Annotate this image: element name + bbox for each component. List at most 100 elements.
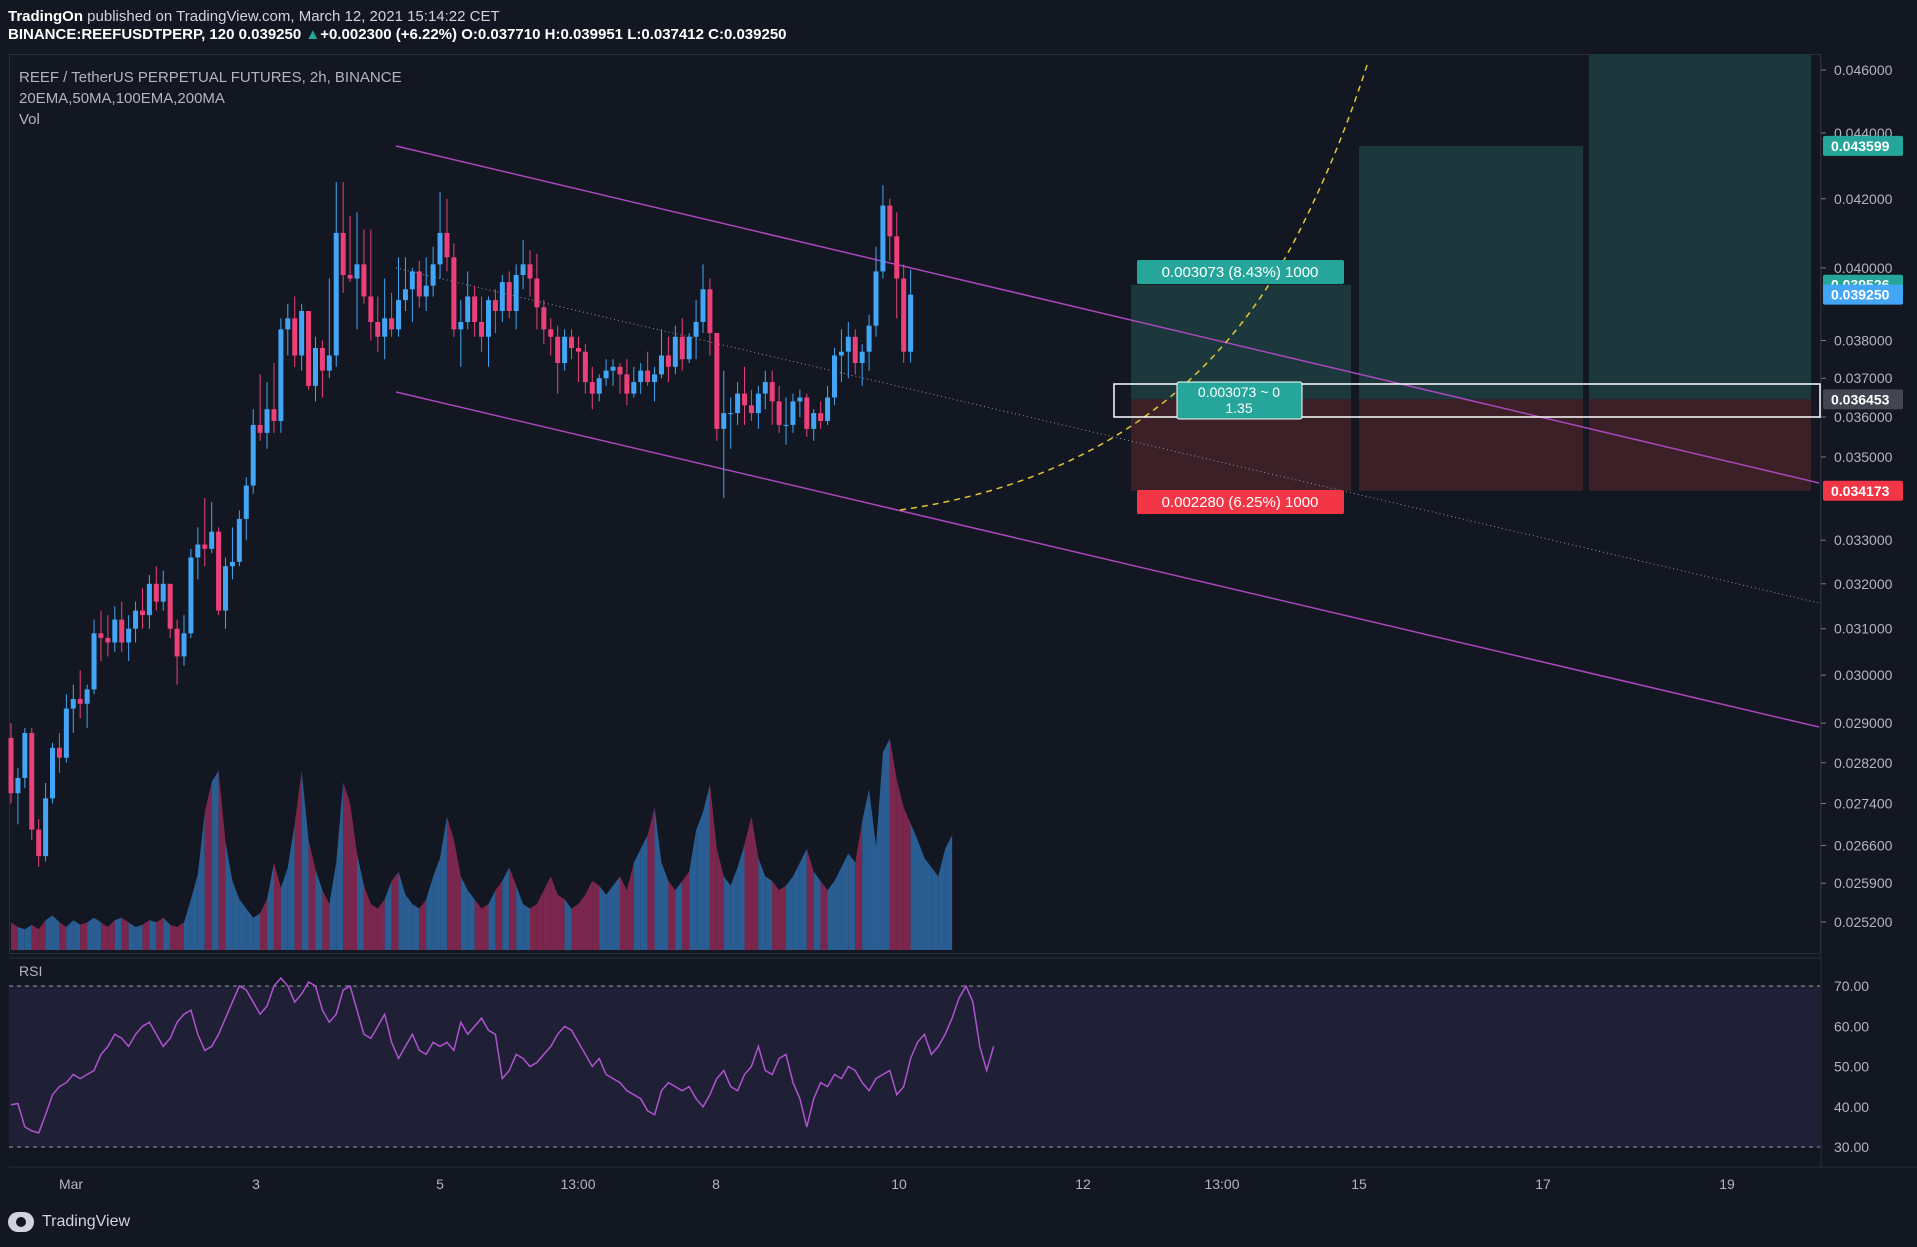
- volume-segment: [751, 816, 759, 950]
- candle-body: [866, 325, 872, 352]
- volume-segment: [246, 908, 254, 950]
- rsi-tick-label: 30.00: [1834, 1139, 1869, 1155]
- volume-segment: [730, 867, 738, 950]
- price-axis[interactable]: 0.0460000.0440000.0420000.0400000.038000…: [1821, 62, 1893, 930]
- position-zones[interactable]: [1131, 54, 1811, 491]
- volume-segment: [820, 881, 828, 950]
- volume-segment: [218, 770, 226, 950]
- volume-segment: [675, 881, 683, 950]
- time-axis[interactable]: Mar 3 5 13:00 8 10 12 13:00 15 17 19: [59, 1176, 1735, 1192]
- candle-body: [375, 321, 381, 337]
- candle-body: [257, 424, 263, 433]
- volume-segment: [758, 858, 766, 950]
- rsi-band: [9, 986, 1820, 1147]
- candle-body: [589, 382, 595, 394]
- footer-brand: TradingView: [8, 1212, 130, 1232]
- symbol-name: BINANCE:REEFUSDTPERP, 120: [8, 26, 235, 43]
- volume-segment: [481, 904, 489, 950]
- price-tick-label: 0.040000: [1834, 260, 1893, 276]
- price-tick-label: 0.028200: [1834, 755, 1893, 771]
- volume-segment: [391, 871, 399, 950]
- candle-body: [77, 698, 83, 704]
- legend-volume: Vol: [19, 111, 40, 128]
- volume-segment: [599, 885, 607, 950]
- price-tick-label: 0.032000: [1834, 576, 1893, 592]
- candle-body: [43, 798, 49, 857]
- projection-curve: [899, 61, 1369, 511]
- rsi-tick-label: 60.00: [1834, 1018, 1869, 1034]
- candle-body: [361, 264, 367, 297]
- volume-segment: [578, 894, 586, 950]
- candle-body: [825, 397, 831, 421]
- volume-segment: [177, 922, 184, 950]
- volume-segment: [903, 807, 911, 950]
- volume-segment: [668, 881, 676, 950]
- volume-segment: [440, 816, 447, 950]
- position-labels[interactable]: 0.003073 (8.43%) 1000 0.002280 (6.25%) 1…: [1113, 260, 1821, 514]
- candle-body: [548, 329, 554, 337]
- volume-segment: [190, 874, 198, 950]
- candle-body: [285, 318, 291, 330]
- volume-segment: [405, 894, 413, 950]
- volume-segment: [613, 876, 620, 950]
- volume-segment: [862, 789, 870, 950]
- volume-segment: [294, 770, 302, 950]
- publish-line: TradingOn published on TradingView.com, …: [8, 8, 787, 26]
- volume-segment: [232, 881, 240, 950]
- candle-body: [133, 610, 139, 629]
- volume-segment: [225, 841, 233, 950]
- volume-segment: [357, 853, 364, 950]
- price-tag-box: [1823, 284, 1903, 305]
- entry-box[interactable]: [1113, 383, 1821, 418]
- volume-segment: [301, 770, 309, 950]
- volume-segment: [502, 867, 510, 950]
- candle-body: [112, 619, 118, 643]
- candle-body: [534, 278, 540, 308]
- volume-segment: [924, 858, 932, 950]
- volume-segment: [59, 922, 67, 950]
- price-tag-box: [1823, 480, 1903, 501]
- candle-body: [679, 336, 685, 360]
- volume-segment: [516, 885, 524, 950]
- candle-body: [845, 336, 851, 352]
- price-tag-label: 0.039250: [1831, 287, 1890, 303]
- low-value: 0.037412: [641, 26, 704, 43]
- stop-zone-3: [1589, 399, 1811, 491]
- published-text: published on TradingView.com, March 12, …: [87, 8, 500, 25]
- volume-segment: [876, 752, 883, 950]
- candle-body: [402, 289, 408, 301]
- price-tick-label: 0.037000: [1834, 370, 1893, 386]
- open-label: O:: [461, 26, 478, 43]
- candle-body: [852, 336, 858, 364]
- candle-body: [721, 413, 727, 429]
- stop-zone-2: [1359, 399, 1583, 491]
- candle-body: [700, 289, 706, 322]
- volume-segment: [446, 816, 454, 950]
- rsi-pane: [9, 976, 1820, 1148]
- volume-segment: [571, 904, 579, 950]
- rsi-tick-label: 50.00: [1834, 1059, 1869, 1075]
- volume-segment: [889, 738, 897, 950]
- volume-segment: [896, 779, 904, 950]
- candle-body: [292, 318, 298, 356]
- volume-segment: [17, 927, 25, 950]
- volume-segment: [73, 920, 81, 950]
- candle-body: [396, 300, 402, 330]
- candle-body: [831, 355, 837, 398]
- candle-body: [873, 271, 879, 326]
- volume-segment: [377, 899, 385, 950]
- legend-title: REEF / TetherUS PERPETUAL FUTURES, 2h, B…: [19, 69, 402, 86]
- price-tick-label: 0.026600: [1834, 837, 1893, 853]
- last-price: 0.039250: [238, 26, 302, 43]
- drawing-lines[interactable]: [395, 61, 1820, 728]
- volume-segment: [329, 862, 337, 950]
- price-tick-label: 0.038000: [1834, 332, 1893, 348]
- candle-body: [139, 610, 145, 616]
- volume-segment: [149, 920, 157, 950]
- candle-body: [354, 264, 360, 279]
- volume-segment: [350, 802, 357, 950]
- volume-segment: [550, 876, 558, 950]
- candle-body: [838, 351, 844, 356]
- candle-body: [880, 205, 886, 272]
